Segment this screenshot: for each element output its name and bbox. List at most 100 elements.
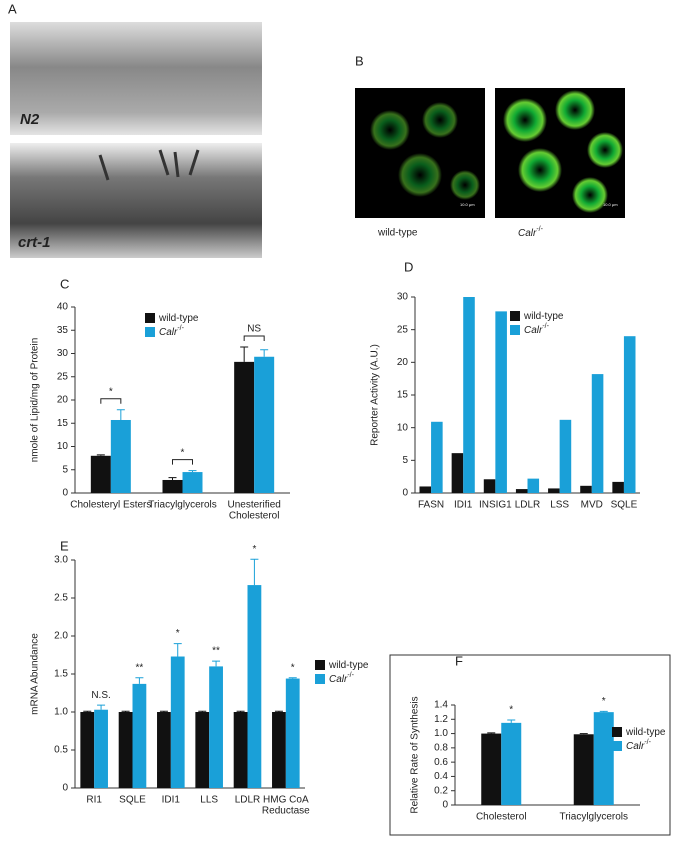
error-bar — [288, 677, 297, 679]
bar — [118, 712, 133, 788]
legend-swatch — [510, 311, 520, 321]
y-tick-label: 15 — [57, 418, 69, 429]
y-tick-label: 1.5 — [54, 669, 68, 680]
bar — [527, 478, 540, 493]
error-bar — [212, 660, 221, 667]
bar — [573, 734, 594, 805]
legend-name: wild-type — [523, 311, 564, 322]
bar — [170, 656, 185, 788]
legend-swatch — [145, 327, 155, 337]
bar — [110, 419, 131, 493]
x-tick-label: LSS — [550, 500, 569, 511]
bracket — [243, 335, 265, 341]
y-tick-label: 0 — [442, 800, 448, 811]
x-tick-label: LDLR — [515, 500, 541, 511]
legend-name: Calr — [524, 325, 543, 336]
y-tick-label: 0.6 — [434, 757, 448, 768]
caption: Calr-/- — [518, 226, 544, 239]
bar — [481, 733, 502, 805]
y-tick-label: 1.0 — [434, 728, 448, 739]
error-bar — [198, 710, 207, 712]
x-tick-label: LDLR — [235, 795, 261, 806]
y-axis-label: Reporter Activity (A.U.) — [370, 344, 381, 446]
bar — [495, 311, 507, 493]
legend-name: wild-type — [328, 660, 369, 671]
annotation: NS — [247, 324, 261, 335]
legend-name: wild-type — [158, 313, 199, 324]
x-tick-label: LLS — [200, 795, 218, 806]
legend-label: Calr-/- — [626, 739, 652, 752]
legend-sup: -/- — [542, 323, 549, 330]
x-tick-label: RI1 — [86, 795, 102, 806]
bar — [463, 297, 475, 493]
bar — [559, 419, 572, 493]
y-tick-label: 25 — [57, 371, 69, 382]
bar — [451, 453, 464, 493]
error-bar — [240, 346, 249, 362]
bar — [623, 336, 636, 493]
y-tick-label: 40 — [57, 302, 69, 313]
legend-name: Calr — [626, 741, 645, 752]
annotation: * — [509, 705, 513, 716]
annotation: * — [109, 386, 113, 397]
annotation: * — [252, 544, 256, 555]
x-tick-label: IDI1 — [162, 795, 181, 806]
y-tick-label: 2.5 — [54, 593, 68, 604]
cells — [503, 90, 623, 213]
frame — [389, 654, 671, 836]
error-bar — [97, 704, 106, 710]
legend-label: Calr-/- — [524, 323, 550, 336]
y-tick-label: 20 — [397, 357, 409, 368]
y-tick-label: 30 — [397, 292, 409, 303]
error-bar — [274, 710, 283, 712]
legend-swatch — [315, 660, 325, 670]
y-tick-label: 35 — [57, 325, 69, 336]
x-tick-label: Reductase — [262, 806, 310, 817]
bar — [285, 678, 300, 788]
annotation: * — [181, 447, 185, 458]
y-tick-label: 20 — [57, 395, 69, 406]
bracket — [100, 398, 122, 404]
legend-name: Calr — [159, 327, 178, 338]
y-tick-label: 0 — [62, 488, 68, 499]
bar — [247, 585, 262, 788]
scale-text: 10.0 μm — [603, 202, 618, 207]
error-bar — [507, 719, 516, 723]
annotation: N.S. — [91, 690, 110, 701]
x-tick-label: SQLE — [119, 795, 146, 806]
legend-label: wild-type — [523, 311, 564, 322]
bar — [272, 712, 286, 788]
x-tick-label: SQLE — [611, 500, 638, 511]
bar — [209, 666, 223, 788]
y-axis-label: nmole of Lipid/mg of Protein — [30, 338, 41, 463]
bar — [162, 479, 183, 493]
bar — [234, 361, 255, 493]
error-bar — [487, 732, 496, 734]
error-bar — [159, 710, 168, 712]
bracket — [172, 459, 193, 465]
y-tick-label: 0.2 — [434, 785, 448, 796]
y-tick-label: 0.8 — [434, 742, 448, 753]
y-tick-label: 5 — [62, 464, 68, 475]
x-tick-label: IDI1 — [454, 500, 473, 511]
y-tick-label: 2.0 — [54, 631, 68, 642]
bar — [548, 488, 560, 493]
legend-name: wild-type — [625, 727, 666, 738]
caption: crt-1 — [18, 234, 51, 251]
error-bar — [599, 710, 608, 713]
annotation: * — [291, 662, 295, 673]
y-tick-label: 15 — [397, 390, 409, 401]
error-bar — [121, 710, 130, 712]
legend-swatch — [315, 674, 325, 684]
y-axis-label: Relative Rate of Synthesis — [410, 696, 421, 813]
bar — [94, 709, 108, 788]
caption: N2 — [20, 111, 40, 128]
micrograph — [10, 143, 262, 258]
bar — [515, 489, 528, 493]
bar — [195, 712, 210, 788]
panel-label: F — [455, 653, 463, 668]
panel-label: A — [8, 1, 17, 16]
caption: wild-type — [377, 228, 418, 239]
